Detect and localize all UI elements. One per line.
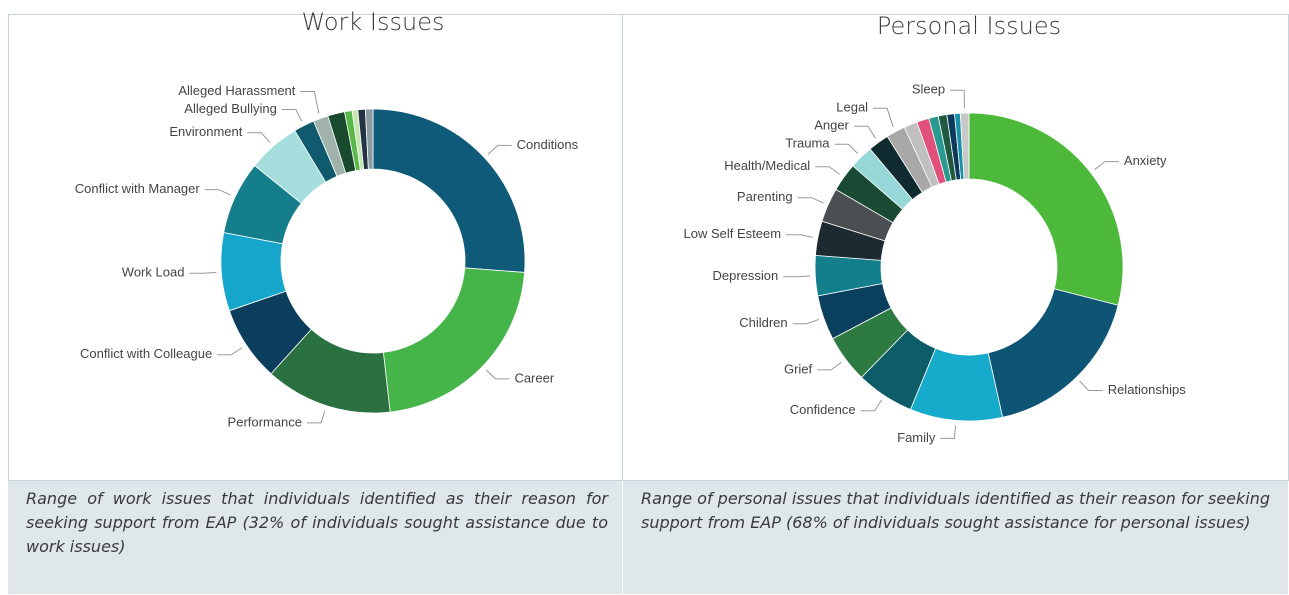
slice-label: Environment (169, 124, 242, 139)
leader-line (204, 189, 231, 196)
leader-line (792, 318, 820, 325)
chart-title: Work Issues (302, 8, 445, 36)
slice-label: Alleged Harassment (178, 83, 295, 98)
leader-line (950, 89, 966, 109)
slice-label: Children (739, 315, 787, 330)
slice (364, 108, 374, 170)
slice-label: Career (514, 370, 554, 385)
leader-line (817, 361, 842, 371)
leader-line (786, 234, 813, 238)
leader-line (834, 143, 858, 154)
caption: Range of work issues that individuals id… (8, 481, 622, 594)
leader-line (487, 144, 512, 155)
slice-label: Sleep (912, 82, 945, 97)
leader-line (783, 275, 811, 278)
chart-title: Personal Issues (877, 12, 1061, 40)
leader-line (281, 109, 303, 122)
slice-label: Anger (814, 118, 849, 133)
slice-label: Family (897, 430, 936, 445)
slice-label: Parenting (737, 189, 793, 204)
slice-label: Alleged Bullying (184, 101, 277, 116)
slice-label: Relationships (1108, 382, 1187, 397)
leader-line (189, 271, 217, 274)
slice-label: Confidence (790, 402, 856, 417)
leader-line (485, 369, 510, 380)
slice-label: Grief (784, 361, 813, 376)
leader-line (860, 399, 883, 412)
slice-label: Conflict with Colleague (80, 346, 212, 361)
slice (372, 108, 526, 273)
slice-label: Legal (836, 100, 868, 115)
slice-label: Depression (713, 268, 779, 283)
leader-line (1094, 161, 1119, 170)
leader-line (853, 125, 876, 139)
leader-line (300, 91, 320, 114)
slice-label: Conflict with Manager (75, 181, 201, 196)
slice (959, 112, 970, 180)
slice-label: Performance (228, 414, 302, 429)
charts: Work Issues Conditions Career Performance Co… (75, 8, 1187, 445)
leader-line (1079, 380, 1103, 392)
slice-label: Anxiety (1124, 153, 1167, 168)
leader-line (306, 410, 326, 424)
slice-label: Trauma (785, 136, 830, 151)
leader-line (815, 166, 841, 175)
slice-label: Low Self Esteem (683, 226, 781, 241)
leader-line (217, 347, 243, 356)
leader-line (247, 132, 271, 143)
caption: Range of personal issues that individual… (623, 481, 1288, 594)
slice (968, 112, 1124, 306)
slice-label: Health/Medical (724, 158, 810, 173)
slice-label: Work Load (122, 265, 185, 280)
slice (987, 288, 1119, 418)
leader-line (940, 425, 957, 439)
slice-label: Conditions (517, 137, 579, 152)
leader-line (873, 107, 894, 128)
leader-line (797, 197, 824, 204)
slice (382, 267, 525, 413)
